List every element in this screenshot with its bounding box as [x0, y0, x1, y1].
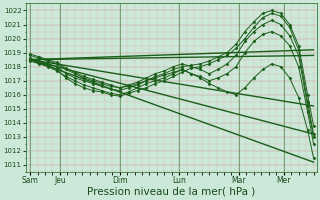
X-axis label: Pression niveau de la mer( hPa ): Pression niveau de la mer( hPa ) [87, 187, 255, 197]
